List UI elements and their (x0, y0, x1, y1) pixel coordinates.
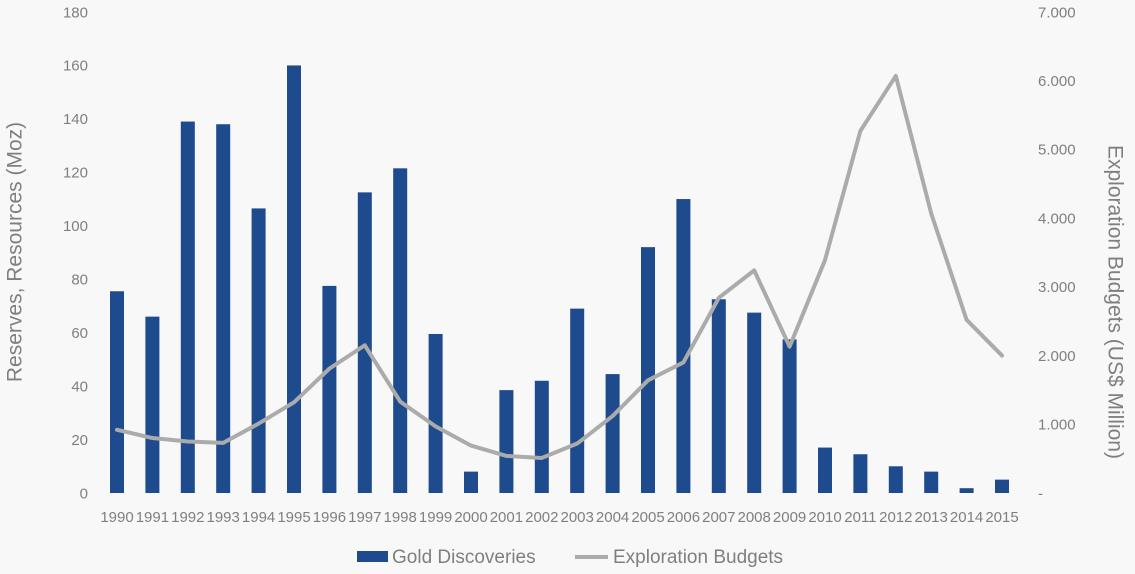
x-axis-label: 2001 (490, 509, 523, 526)
bar-2010 (818, 447, 832, 493)
bar-1997 (357, 192, 372, 493)
left-tick-label: 120 (63, 165, 88, 182)
bar-2004 (605, 374, 620, 493)
x-axis-label: 1990 (100, 509, 133, 526)
bar-2011 (853, 454, 868, 493)
bar-2003 (570, 308, 585, 493)
left-tick-label: 40 (71, 378, 88, 395)
x-axis-label: 2007 (702, 509, 735, 526)
left-tick-label: 180 (63, 4, 88, 21)
left-tick-label: 60 (71, 325, 88, 342)
x-axis-label: 1996 (313, 509, 346, 526)
x-axis-label: 2009 (773, 509, 806, 526)
bar-2001 (499, 390, 514, 493)
x-axis-label: 2003 (561, 509, 594, 526)
right-tick-label: 4.000 (1038, 210, 1076, 227)
left-tick-label: 80 (71, 271, 88, 288)
left-tick-label: 0 (80, 485, 88, 502)
x-axis-label: 2012 (879, 509, 912, 526)
x-axis-label: 2008 (738, 509, 771, 526)
legend-label-gold-discoveries: Gold Discoveries (392, 547, 536, 568)
x-axis-label: 1999 (419, 509, 452, 526)
x-axis-label: 1992 (171, 509, 204, 526)
bar-2009 (782, 339, 797, 493)
right-axis-title: Exploration Budgets (US$ Million) (1104, 145, 1127, 459)
bar-1998 (393, 168, 408, 493)
right-tick-label: 7.000 (1038, 4, 1076, 21)
legend-label-exploration-budgets: Exploration Budgets (613, 547, 783, 568)
x-axis-label: 2000 (454, 509, 487, 526)
right-tick-label: - (1038, 485, 1043, 502)
x-axis-label: 2013 (915, 509, 948, 526)
bar-2006 (676, 199, 691, 494)
left-axis-tick-labels: 0 20 40 60 80 100 120 140 160 180 (63, 4, 88, 502)
legend-swatch-gold-discoveries-icon (357, 551, 388, 562)
x-axis-label: 2005 (631, 509, 664, 526)
bar-2008 (747, 312, 762, 493)
x-axis-labels: 1990 1991 1992 1993 1994 1995 1996 1997 1998 1999… (100, 509, 1018, 526)
exploration-budgets-line (115, 73, 1004, 460)
bar-1996 (322, 285, 337, 493)
x-axis-label: 2004 (596, 509, 629, 526)
bar-1991 (145, 316, 160, 493)
left-tick-label: 20 (71, 432, 88, 449)
bar-1990 (110, 291, 124, 493)
x-axis-label: 1991 (136, 509, 169, 526)
x-axis-label: 2015 (985, 509, 1018, 526)
right-tick-label: 3.000 (1038, 279, 1076, 296)
x-axis-label: 2006 (667, 509, 700, 526)
bar-2012 (888, 466, 903, 493)
bar-2014 (959, 488, 974, 493)
bar-2000 (464, 471, 478, 493)
right-tick-label: 5.000 (1038, 142, 1076, 159)
left-tick-label: 140 (63, 111, 88, 128)
right-axis-tick-labels: - 1.000 2.000 3.000 4.000 5.000 6.000 7.000 (1038, 4, 1076, 502)
x-axis-label: 2014 (950, 509, 983, 526)
bar-1994 (251, 208, 266, 494)
x-axis-label: 1994 (242, 509, 275, 526)
bar-1992 (180, 121, 195, 494)
x-axis-label: 1995 (277, 509, 310, 526)
left-tick-label: 160 (63, 58, 88, 75)
left-axis-title: Reserves, Resources (Moz) (3, 122, 26, 382)
x-axis-label: 2002 (525, 509, 558, 526)
x-axis-label: 2011 (844, 509, 876, 526)
right-tick-label: 6.000 (1038, 73, 1076, 90)
bar-2002 (534, 380, 549, 493)
bar-1995 (287, 65, 301, 493)
bar-1999 (428, 334, 443, 493)
x-axis-label: 1997 (348, 509, 381, 526)
bar-2013 (924, 471, 939, 493)
bar-2015 (995, 479, 1009, 493)
legend: Gold Discoveries Exploration Budgets (357, 547, 783, 568)
x-axis-label: 1998 (384, 509, 417, 526)
x-axis-label: 1993 (207, 509, 240, 526)
right-tick-label: 1.000 (1038, 417, 1076, 434)
bar-2005 (641, 247, 655, 493)
left-tick-label: 100 (63, 218, 88, 235)
bar-1993 (216, 124, 231, 493)
bar-2007 (711, 299, 726, 493)
x-axis-label: 2010 (808, 509, 841, 526)
right-tick-label: 2.000 (1038, 348, 1076, 365)
